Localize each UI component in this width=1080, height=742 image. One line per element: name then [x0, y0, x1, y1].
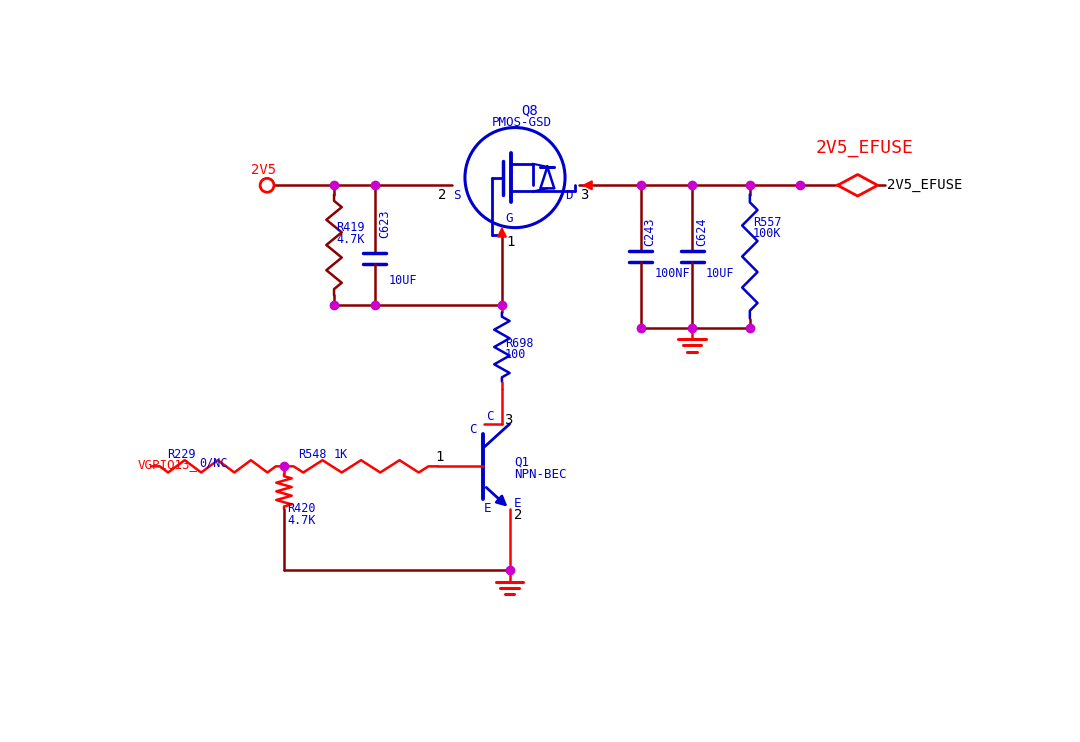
Text: 1: 1: [435, 450, 444, 464]
Text: 100: 100: [505, 348, 526, 361]
Text: D: D: [565, 188, 572, 202]
Text: 100K: 100K: [753, 227, 782, 240]
Text: R548: R548: [298, 447, 326, 461]
Text: VGPIO13_: VGPIO13_: [137, 459, 198, 471]
Text: E: E: [484, 502, 491, 515]
Text: 3: 3: [580, 188, 589, 203]
Text: PMOS-GSD: PMOS-GSD: [491, 116, 552, 129]
Text: C: C: [469, 423, 476, 436]
Text: 10UF: 10UF: [706, 267, 734, 280]
Text: 1K: 1K: [334, 447, 348, 461]
Text: 2V5_EFUSE: 2V5_EFUSE: [815, 139, 914, 157]
Text: S: S: [454, 188, 461, 202]
Text: C243: C243: [644, 217, 657, 246]
Text: C: C: [486, 410, 494, 423]
Text: R229: R229: [167, 447, 195, 461]
Text: 1: 1: [507, 234, 515, 249]
Text: R419: R419: [336, 221, 365, 234]
Text: C623: C623: [378, 209, 391, 238]
Text: 2: 2: [514, 508, 523, 522]
Text: 4.7K: 4.7K: [336, 233, 365, 246]
Text: E: E: [514, 497, 522, 510]
Text: 2V5: 2V5: [251, 163, 275, 177]
Text: Q1: Q1: [514, 456, 529, 469]
Text: 2: 2: [438, 188, 446, 203]
Text: C624: C624: [696, 217, 708, 246]
Text: 3: 3: [504, 413, 513, 427]
Text: 10UF: 10UF: [389, 275, 417, 287]
Text: R557: R557: [753, 216, 782, 229]
Text: 100NF: 100NF: [654, 267, 690, 280]
Text: NPN-BEC: NPN-BEC: [514, 467, 567, 481]
Text: 4.7K: 4.7K: [287, 513, 315, 527]
Text: 2V5_EFUSE: 2V5_EFUSE: [887, 178, 962, 192]
Text: R698: R698: [505, 337, 534, 349]
Text: 0/NC: 0/NC: [200, 457, 228, 470]
Text: Q8: Q8: [522, 104, 538, 117]
Text: G: G: [505, 212, 513, 225]
Text: R420: R420: [287, 502, 315, 515]
